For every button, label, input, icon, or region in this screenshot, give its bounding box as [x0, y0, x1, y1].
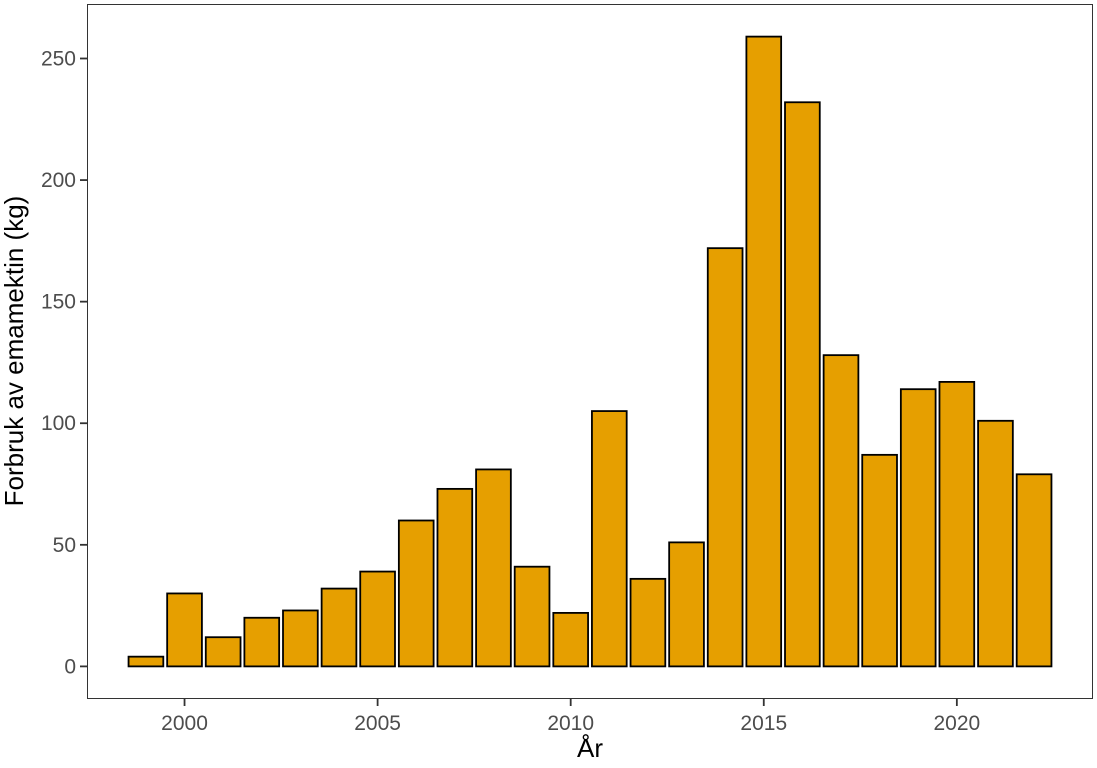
bar-2000: [166, 592, 203, 668]
x-axis: 2000 2005 2010 2015 2020: [161, 698, 980, 735]
bar-2022: [1015, 473, 1053, 668]
bar-2007: [436, 487, 474, 668]
bar-2008: [475, 468, 512, 668]
y-tick-label: 50: [53, 534, 76, 557]
bar-2004: [320, 587, 358, 668]
x-tick-label: 2020: [933, 712, 980, 735]
bar-2005: [359, 570, 396, 668]
bar-2013: [668, 541, 705, 668]
bar-2018: [861, 453, 898, 668]
x-tick-label: 2005: [354, 712, 401, 735]
bar-2010: [552, 611, 589, 668]
bar-2021: [977, 419, 1014, 668]
bar-1999: [127, 655, 165, 668]
bar-2002: [243, 616, 281, 668]
bar-2020: [938, 380, 976, 668]
y-tick-label: 0: [64, 655, 76, 678]
y-tick-label: 100: [41, 412, 76, 435]
bar-2015: [745, 35, 783, 668]
bar-2019: [899, 388, 937, 668]
bars-group: [127, 35, 1053, 668]
y-axis-title: Forbruk av emamektin (kg): [0, 196, 29, 507]
x-tick-label: 2010: [547, 712, 594, 735]
bar-2012: [629, 577, 667, 668]
y-tick-label: 250: [41, 47, 76, 70]
bar-2006: [397, 519, 435, 668]
x-tick-label: 2015: [740, 712, 787, 735]
bar-2017: [822, 354, 860, 668]
y-axis: 0 50 100 150 200 250: [41, 47, 88, 678]
bar-2014: [706, 247, 744, 668]
panel-border: [87, 4, 1093, 699]
y-tick-label: 200: [41, 169, 76, 192]
bar-2003: [282, 609, 319, 668]
x-tick-label: 2000: [161, 712, 208, 735]
bar-2016: [784, 101, 821, 668]
bar-2009: [513, 565, 551, 668]
bar-2011: [591, 410, 628, 668]
y-tick-label: 150: [41, 291, 76, 314]
bar-2001: [204, 636, 242, 668]
x-axis-title: År: [577, 733, 603, 763]
